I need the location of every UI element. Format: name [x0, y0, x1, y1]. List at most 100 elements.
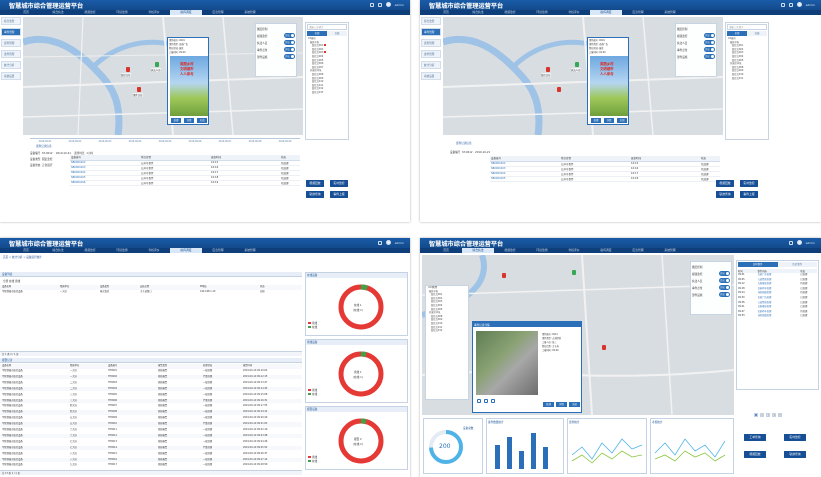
column-header[interactable]: 所在位置 — [560, 156, 630, 162]
page-button[interactable]: 2 — [760, 413, 764, 417]
map-marker-event[interactable] — [137, 87, 141, 92]
map-marker-camera[interactable] — [602, 345, 606, 350]
avatar[interactable] — [796, 240, 802, 245]
nav-tab[interactable]: 考核评价 — [148, 248, 160, 252]
track-button[interactable]: 轨迹查询 — [306, 191, 324, 198]
nav-tab[interactable]: 应急管理 — [212, 10, 224, 14]
live-button[interactable]: 实时监控 — [330, 180, 348, 187]
column-header[interactable]: 事件内容 — [757, 270, 767, 273]
sidebar-item[interactable]: 案件管理 — [421, 50, 441, 58]
tree-search-input[interactable]: 请输入关键字 — [307, 24, 347, 30]
table-row[interactable]: 华智慧城市监控设备 四大队 HT0008 离线报警 一般处理 2019-09-10 09:… — [0, 410, 302, 415]
video-feed[interactable] — [476, 331, 538, 395]
tree-tab-online[interactable]: 在线 — [747, 31, 767, 36]
timeline-tick[interactable]: 2019-09-01 — [30, 138, 60, 143]
tree-node[interactable]: 监控点008 — [431, 314, 443, 318]
list-item[interactable]: 09:41 垃圾堆放处理 已处理 — [738, 305, 817, 310]
timeline-tick[interactable]: 2019-09-03 — [90, 138, 120, 143]
tree-node[interactable]: 监控点001 — [431, 293, 443, 297]
playback-button[interactable]: 视频回放 — [716, 180, 734, 187]
list-item[interactable]: 09:01 违章广告处理 已处理 — [738, 273, 817, 278]
tree-group[interactable]: 城区中队 — [429, 289, 439, 293]
layer-toggle[interactable]: 开启 — [704, 54, 715, 59]
sidebar-item[interactable]: 综合监管 — [421, 17, 441, 25]
table-row[interactable]: 华智慧城市监控设备 八大队 HT0015 离线报警 一般处理 2019-09-10 09:… — [0, 452, 302, 457]
tree-node[interactable]: 监控点011 — [312, 83, 324, 87]
tree-node[interactable]: 监控点001 — [308, 44, 346, 48]
table-row[interactable]: SB0001003 公众号事件 10:16 已处理 — [70, 165, 300, 171]
layer-toggle[interactable]: 开启 — [704, 47, 715, 52]
nav-tab[interactable]: 系统管理 — [664, 248, 676, 252]
table-row[interactable]: 华智慧城市监控设备 二大队 HT0003 离线报警 一般处理 2019-09-10 09:… — [0, 381, 302, 386]
tree-node[interactable]: 监控点002 — [312, 47, 324, 51]
nav-tab[interactable]: 首页 — [443, 248, 449, 252]
track-button[interactable]: 轨迹查询 — [716, 191, 734, 198]
table-row[interactable]: 华智慧城市监控设备 九大队 HT0017 离线报警 一般处理 2019-09-10 09:… — [0, 463, 302, 468]
tree-node[interactable]: 监控点011 — [431, 325, 443, 329]
layer-toggle[interactable]: 开启 — [284, 54, 295, 59]
timeline[interactable]: 2019-09-01 2019-09-02 2019-09-03 2019-09… — [30, 138, 300, 143]
column-header[interactable]: 设备编号 — [70, 155, 140, 161]
list-item[interactable]: 09:24 绿化损毁处理 待处理 — [738, 291, 817, 296]
sidebar-item[interactable]: 巡查管理 — [1, 39, 21, 47]
track-button[interactable]: 轨迹查询 — [784, 451, 806, 458]
list-item[interactable]: 09:30 违章广告处理 已处理 — [738, 296, 817, 301]
column-header[interactable]: 状态 — [700, 156, 720, 162]
table-cell[interactable]: SB0001003 — [70, 165, 140, 171]
report-button[interactable]: 事件上报 — [740, 191, 758, 198]
breadcrumb[interactable]: 首页 > 统计分析 > 设备运行统计 — [3, 256, 42, 259]
tree-node[interactable]: 监控点006 — [312, 62, 324, 66]
column-header[interactable]: 设备名称 — [2, 364, 12, 367]
page-button[interactable]: 3 — [766, 413, 770, 417]
filter-bar[interactable]: 全部 在线 离线 — [3, 280, 21, 283]
table-cell[interactable]: SB0001004 — [70, 170, 140, 176]
map-marker-officer[interactable] — [155, 62, 159, 67]
tree-node[interactable]: 监控点012 — [431, 329, 443, 333]
tree-group[interactable]: 开发区中队 — [429, 311, 441, 315]
map-marker-event[interactable] — [502, 273, 506, 278]
city-map[interactable]: XX城市 城区中队 监控点001 监控点002 监控点003 监控点004 监控… — [422, 255, 734, 415]
column-header[interactable]: 状态 — [260, 285, 265, 288]
nav-tab[interactable]: 首页 — [23, 10, 29, 14]
live-button[interactable]: 实时监控 — [740, 180, 758, 187]
popup-detail-button[interactable]: 详情 — [556, 402, 567, 407]
avatar[interactable] — [796, 2, 802, 7]
user-name[interactable]: admin — [394, 240, 404, 245]
list-item[interactable]: 09:05 占道经营处理 已处理 — [738, 278, 817, 283]
nav-tab[interactable]: 视频监控 — [504, 248, 516, 252]
layer-toggle[interactable]: 开启 — [704, 33, 715, 38]
table-cell[interactable]: SB0001002 — [70, 160, 140, 166]
tree-root[interactable]: XX城市 — [308, 37, 316, 40]
city-map[interactable]: 监控点位 执法人员 事件编号: 0001 事件类型: 违章广告 所在区域: 城区… — [443, 17, 723, 135]
table-row[interactable]: 华智慧城市监控设备 五大队 HT0010 离线报警 严重处理 2019-09-10 09:… — [0, 422, 302, 427]
table-row[interactable]: 华智慧城市监控设备 六大队 HT0012 离线报警 一般处理 2019-09-10 09:… — [0, 433, 302, 439]
nav-tab[interactable]: 视频监控 — [84, 10, 96, 14]
search-icon[interactable] — [780, 2, 785, 7]
search-icon[interactable] — [377, 240, 382, 245]
list-item[interactable]: 09:36 占道经营处理 已处理 — [738, 301, 817, 306]
table-row[interactable]: SB0001005 公众号事件 10:18 已处理 — [490, 176, 720, 182]
sidebar-item[interactable]: 统计分析 — [1, 61, 21, 69]
city-map[interactable]: 监控点位 执法人员 事件点位 事件编号: 0001 事件类型: 违章广告 所在区… — [23, 17, 303, 135]
tree-node[interactable]: 监控点010 — [732, 72, 744, 76]
sidebar-item[interactable]: 案件管理 — [1, 50, 21, 58]
tree-node[interactable]: 监控点004 — [732, 54, 744, 58]
table-cell[interactable]: SB0001005 — [490, 176, 560, 182]
live-button[interactable]: 实时监控 — [784, 434, 806, 441]
sidebar-item[interactable]: 统计分析 — [421, 61, 441, 69]
tree-tab-online[interactable]: 在线 — [327, 31, 347, 36]
table-row[interactable]: 华智慧城市监控设备 六大队 HT0011 离线报警 一般处理 2019-09-10 09:… — [0, 428, 302, 433]
layer-toggle[interactable]: 开启 — [719, 278, 730, 283]
tree-group[interactable]: 城区中队 — [310, 40, 320, 44]
column-header[interactable]: 设备编号 — [490, 156, 560, 162]
tree-node[interactable]: 监控点005 — [312, 58, 324, 62]
user-name[interactable]: admin — [805, 2, 815, 7]
nav-tab[interactable]: 考核评价 — [148, 10, 160, 14]
tree-root[interactable]: XX城市 — [428, 286, 438, 289]
tree-node[interactable]: 监控点005 — [732, 58, 744, 62]
nav-tab-active[interactable]: 综合执法 — [462, 248, 494, 253]
column-header[interactable]: 报警类型 — [158, 364, 168, 367]
timeline-tick[interactable]: 2019-09-09 — [270, 138, 300, 143]
tree-tab-all[interactable]: 全部 — [727, 31, 747, 36]
tree-node[interactable]: 监控点002 — [431, 296, 443, 300]
